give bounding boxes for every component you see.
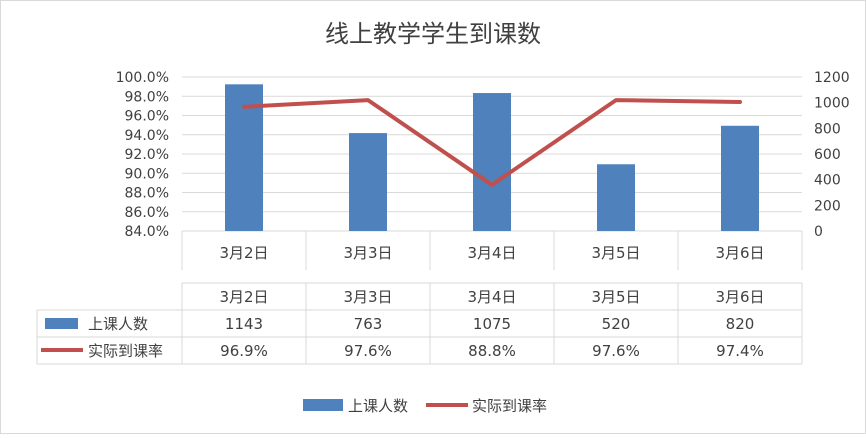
- y-left-tick-label: 86.0%: [125, 205, 169, 221]
- y-left-tick-label: 90.0%: [125, 166, 169, 182]
- y-right-tick-label: 600: [814, 147, 841, 163]
- table-header-cell: 3月6日: [715, 288, 764, 306]
- table-cell: 820: [726, 315, 755, 333]
- table-cell: 97.6%: [344, 342, 392, 360]
- table-header-cell: 3月4日: [467, 288, 516, 306]
- y-right-tick-label: 1200: [814, 70, 850, 86]
- legend-label: 实际到课率: [472, 397, 547, 415]
- y-left-tick-label: 84.0%: [125, 224, 169, 240]
- rate-point-3月6日: [738, 100, 742, 104]
- bar-3月6日: [721, 125, 759, 231]
- table-cell: 88.8%: [468, 342, 516, 360]
- x-category-label: 3月4日: [467, 244, 516, 262]
- axes: 84.0% 86.0% 88.0% 90.0% 92.0% 94.0% 96.0% 98.0%…: [116, 70, 850, 270]
- rate-point-3月4日: [490, 183, 494, 187]
- y-left-tick-label: 92.0%: [125, 147, 169, 163]
- x-category-label: 3月5日: [591, 244, 640, 262]
- bar-series: [225, 84, 759, 232]
- y-left-tick-label: 96.0%: [125, 109, 169, 125]
- bar-3月3日: [349, 133, 387, 231]
- rate-point-3月3日: [366, 98, 370, 102]
- y-right-tick-label: 1000: [814, 96, 850, 112]
- table-cell: 520: [602, 315, 631, 333]
- table-cell: 763: [354, 315, 383, 333]
- bar-3月4日: [473, 93, 511, 232]
- table-legend-bar-key: [45, 318, 78, 329]
- y-right-tick-label: 200: [814, 198, 841, 214]
- y-right-tick-label: 400: [814, 173, 841, 189]
- table-header-cell: 3月3日: [343, 288, 392, 306]
- table-header-cell: 3月2日: [219, 288, 268, 306]
- table-header-cell: 3月5日: [591, 288, 640, 306]
- rate-point-3月5日: [614, 98, 618, 102]
- table-row-label: 实际到课率: [88, 342, 163, 360]
- x-category-label: 3月2日: [219, 244, 268, 262]
- table-cell: 1143: [225, 315, 263, 333]
- y-right-tick-label: 800: [814, 121, 841, 137]
- y-left-tick-label: 94.0%: [125, 128, 169, 144]
- legend: 上课人数 实际到课率: [303, 397, 547, 415]
- y-left-tick-label: 100.0%: [116, 70, 169, 86]
- table-row-label: 上课人数: [88, 315, 148, 333]
- x-category-label: 3月3日: [343, 244, 392, 262]
- bar-3月5日: [597, 164, 635, 231]
- y-right-tick-label: 0: [814, 224, 823, 240]
- chart-title: 线上教学学生到课数: [325, 20, 541, 48]
- x-category-label: 3月6日: [715, 244, 764, 262]
- y-left-tick-label: 98.0%: [125, 89, 169, 105]
- legend-label: 上课人数: [348, 397, 408, 415]
- y-left-tick-label: 88.0%: [125, 186, 169, 202]
- table-cell: 97.6%: [592, 342, 640, 360]
- line-series: [242, 98, 742, 187]
- legend-bar-key: [303, 399, 343, 411]
- table-cell: 1075: [473, 315, 511, 333]
- table-cell: 97.4%: [716, 342, 764, 360]
- table-cell: 96.9%: [220, 342, 268, 360]
- rate-point-3月2日: [242, 105, 246, 109]
